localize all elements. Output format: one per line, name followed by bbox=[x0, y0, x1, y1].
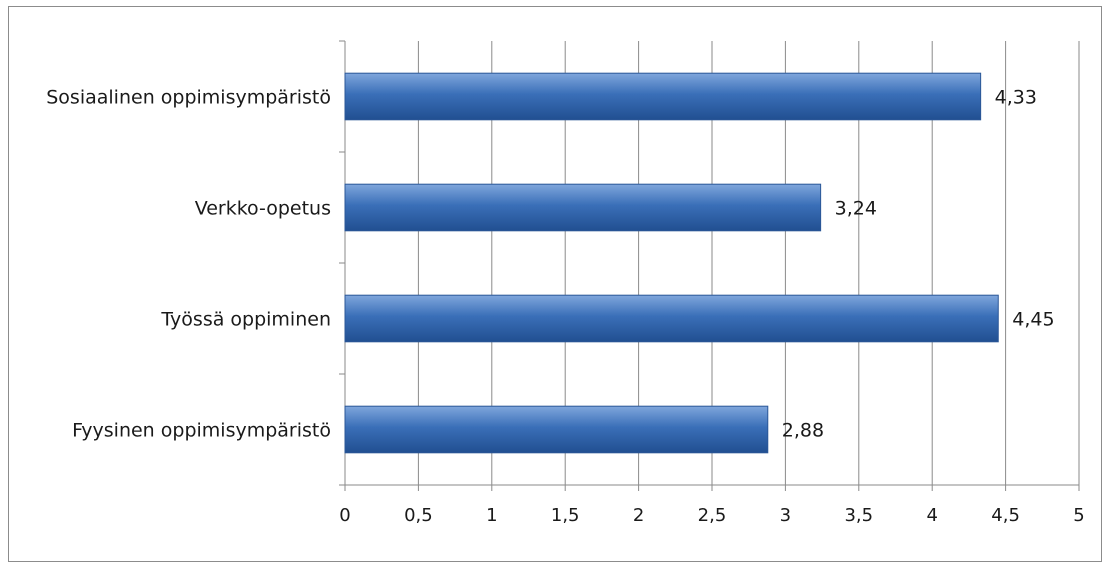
bar bbox=[344, 183, 822, 232]
bar bbox=[344, 72, 982, 121]
x-tick-label: 0,5 bbox=[404, 505, 433, 526]
data-label: 2,88 bbox=[782, 420, 824, 442]
x-tick-label: 4 bbox=[926, 505, 937, 526]
x-tick-label: 3 bbox=[780, 505, 791, 526]
category-label: Fyysinen oppimisympäristö bbox=[72, 420, 331, 442]
bars bbox=[344, 72, 999, 454]
category-label: Sosiaalinen oppimisympäristö bbox=[46, 87, 331, 109]
x-tick-label: 1 bbox=[486, 505, 497, 526]
bar bbox=[344, 405, 769, 454]
data-label: 4,33 bbox=[995, 87, 1037, 109]
x-tick-label: 2,5 bbox=[698, 505, 727, 526]
bar-chart: 0 0,5 1 1,5 2 2,5 3 3,5 4 4,5 5 Sosiaalinen oppimis… bbox=[46, 40, 1085, 527]
data-label: 3,24 bbox=[835, 198, 877, 220]
x-tick-label: 5 bbox=[1073, 505, 1084, 526]
x-tick-label: 4,5 bbox=[991, 505, 1020, 526]
x-tick-label: 2 bbox=[633, 505, 644, 526]
x-tick-label: 3,5 bbox=[844, 505, 873, 526]
bar bbox=[344, 294, 999, 343]
data-label: 4,45 bbox=[1012, 309, 1054, 331]
x-tick-label: 0 bbox=[339, 505, 350, 526]
labels: 0 0,5 1 1,5 2 2,5 3 3,5 4 4,5 5 Sosiaalinen oppimis… bbox=[46, 87, 1084, 527]
category-label: Verkko-opetus bbox=[195, 198, 331, 220]
x-tick-label: 1,5 bbox=[551, 505, 580, 526]
category-label: Työssä oppiminen bbox=[160, 309, 331, 331]
chart-frame: 0 0,5 1 1,5 2 2,5 3 3,5 4 4,5 5 Sosiaalinen oppimis… bbox=[8, 6, 1102, 562]
